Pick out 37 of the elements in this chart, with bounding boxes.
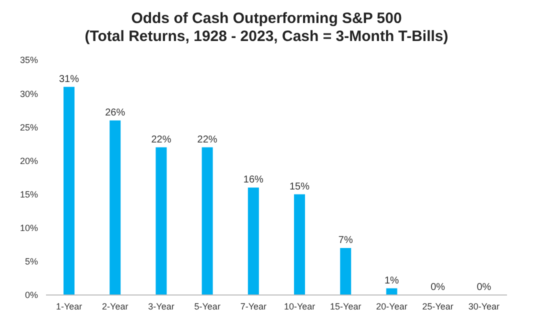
bar: [110, 120, 121, 295]
data-label: 15%: [290, 181, 310, 192]
y-tick-label: 15%: [20, 189, 38, 200]
x-tick-label: 20-Year: [376, 301, 408, 312]
data-label: 0%: [430, 282, 446, 293]
y-tick-label: 20%: [20, 156, 38, 166]
x-tick-label: 30-Year: [468, 301, 500, 312]
y-tick-label: 5%: [24, 256, 38, 267]
x-tick-label: 3-Year: [148, 301, 174, 312]
y-tick-label: 0%: [24, 290, 38, 300]
chart-subtitle: (Total Returns, 1928 - 2023, Cash = 3-Month T-Bills): [84, 28, 450, 46]
x-tick-label: 5-Year: [194, 301, 220, 312]
data-label: 16%: [243, 174, 264, 186]
data-label: 26%: [105, 107, 126, 118]
data-label: 7%: [338, 235, 353, 246]
x-tick-label: 7-Year: [240, 301, 267, 312]
data-label: 22%: [197, 134, 218, 146]
x-tick-label: 15-Year: [330, 301, 362, 312]
bar: [340, 248, 352, 295]
bar: [202, 147, 213, 295]
data-label: 31%: [59, 74, 80, 85]
chart-title: Odds of Cash Outperforming S&P 500: [130, 10, 403, 28]
y-tick-label: 10%: [20, 223, 38, 234]
x-tick-label: 2-Year: [102, 301, 128, 312]
data-label: 0%: [476, 282, 492, 293]
bar: [156, 147, 167, 295]
x-tick-label: 10-Year: [284, 301, 316, 312]
y-tick-label: 25%: [20, 122, 38, 132]
x-tick-label: 1-Year: [56, 301, 82, 312]
x-tick-label: 25-Year: [422, 301, 454, 312]
data-label: 1%: [384, 275, 400, 286]
y-tick-label: 30%: [20, 88, 38, 99]
bar: [64, 86, 75, 295]
bar: [248, 188, 259, 295]
data-label: 22%: [151, 134, 172, 146]
y-tick-label: 35%: [20, 55, 38, 66]
bar: [294, 194, 306, 295]
